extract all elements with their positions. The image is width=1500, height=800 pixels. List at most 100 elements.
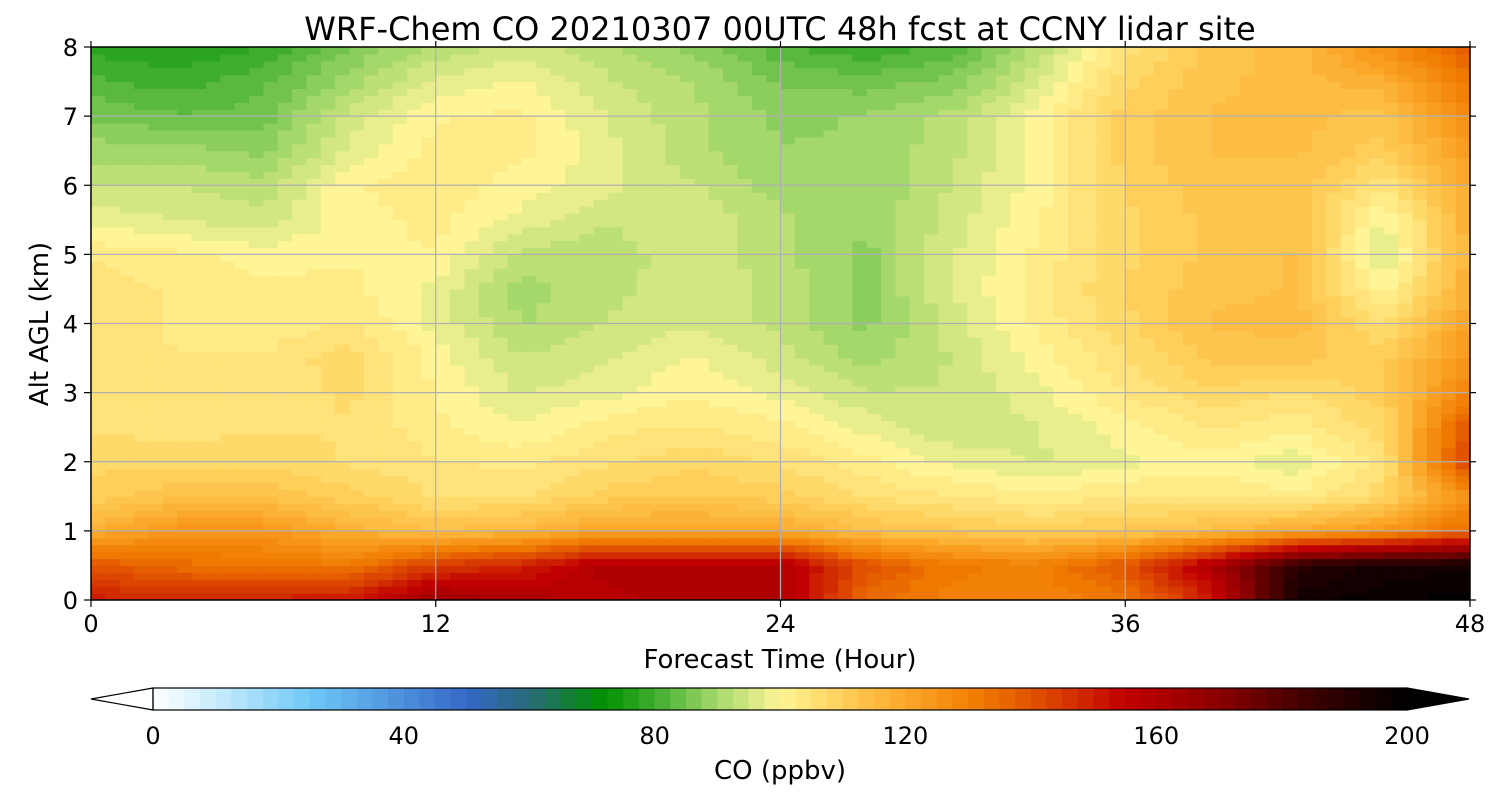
heatmap-cell [349,544,365,553]
heatmap-cell [737,385,753,394]
heatmap-cell [91,268,106,276]
heatmap-cell [1383,482,1399,490]
heatmap-cell [837,434,853,442]
heatmap-cell [565,454,580,463]
heatmap-cell [1297,530,1313,539]
heatmap-cell [1039,441,1055,449]
heatmap-cell [665,371,681,380]
heatmap-cell [1398,254,1414,262]
heatmap-cell [91,475,106,484]
heatmap-cell [1268,406,1284,414]
heatmap-cell [1240,399,1256,408]
heatmap-cell [909,551,925,560]
heatmap-cell [622,378,638,387]
heatmap-cell [766,392,782,401]
heatmap-cell [1412,537,1428,546]
heatmap-cell [306,406,322,414]
heatmap-cell [1110,385,1126,394]
heatmap-cell [1053,254,1069,262]
heatmap-cell [205,447,221,456]
heatmap-cell [91,309,106,318]
heatmap-cell [1139,468,1155,477]
heatmap-cell [1168,295,1184,304]
heatmap-cell [1355,282,1371,290]
heatmap-cell [1355,565,1371,573]
heatmap-cell [1369,427,1385,435]
heatmap-cell [134,537,150,546]
heatmap-cell [450,309,466,318]
heatmap-cell [191,496,207,504]
heatmap-cell [895,240,911,249]
heatmap-cell [1139,247,1155,255]
heatmap-cell [1441,475,1457,484]
heatmap-cell [1383,323,1399,332]
heatmap-cell [1441,344,1457,352]
heatmap-cell [679,344,695,352]
heatmap-cell [91,482,106,490]
heatmap-cell [1225,510,1241,518]
heatmap-cell [1412,551,1428,560]
heatmap-cell [1455,468,1470,477]
heatmap-cell [105,572,121,580]
heatmap-cell [1067,406,1083,414]
heatmap-cell [335,316,351,325]
heatmap-cell [1340,399,1356,408]
heatmap-cell [363,268,379,276]
heatmap-cell [1340,579,1356,587]
heatmap-cell [1082,586,1098,594]
heatmap-cell [1326,586,1342,594]
heatmap-cell [579,288,595,297]
heatmap-cell [1110,475,1126,484]
heatmap-cell [708,586,724,594]
heatmap-cell [651,316,667,325]
heatmap-cell [1412,392,1428,401]
heatmap-cell [1168,399,1184,408]
heatmap-cell [205,579,221,587]
heatmap-cell [1326,544,1342,553]
heatmap-cell [234,537,250,546]
heatmap-cell [1297,275,1313,283]
heatmap-cell [536,316,552,325]
heatmap-cell [521,441,537,449]
heatmap-cell [1067,385,1083,394]
heatmap-cell [220,309,236,318]
heatmap-cell [1369,337,1385,345]
heatmap-cell [1254,337,1270,345]
heatmap-cell [794,496,810,504]
heatmap-cell [306,523,322,532]
heatmap-cell [909,579,925,587]
heatmap-cell [737,489,753,497]
heatmap-cell [105,530,121,539]
heatmap-cell [1268,337,1284,345]
heatmap-cell [1139,447,1155,456]
heatmap-cell [895,364,911,373]
heatmap-cell [363,544,379,553]
heatmap-cell [1053,247,1069,255]
heatmap-cell [1441,392,1457,401]
heatmap-cell [191,468,207,477]
heatmap-cell [134,544,150,553]
heatmap-cell [421,385,437,394]
heatmap-cell [1110,489,1126,497]
heatmap-cell [565,558,580,567]
heatmap-cell [665,254,681,262]
heatmap-cell [162,378,178,387]
heatmap-cell [1197,337,1213,345]
heatmap-cell [507,288,523,297]
heatmap-cell [478,309,494,318]
heatmap-cell [177,358,193,366]
heatmap-cell [349,503,365,511]
heatmap-cell [292,302,308,311]
heatmap-cell [263,454,279,463]
heatmap-cell [550,530,566,539]
heatmap-cell [263,282,279,290]
heatmap-cell [909,447,925,456]
heatmap-cell [1355,434,1371,442]
heatmap-cell [435,309,451,318]
heatmap-cell [91,593,106,600]
heatmap-cell [1211,503,1227,511]
heatmap-cell [881,413,897,421]
heatmap-cell [622,593,638,600]
heatmap-cell [938,330,954,338]
